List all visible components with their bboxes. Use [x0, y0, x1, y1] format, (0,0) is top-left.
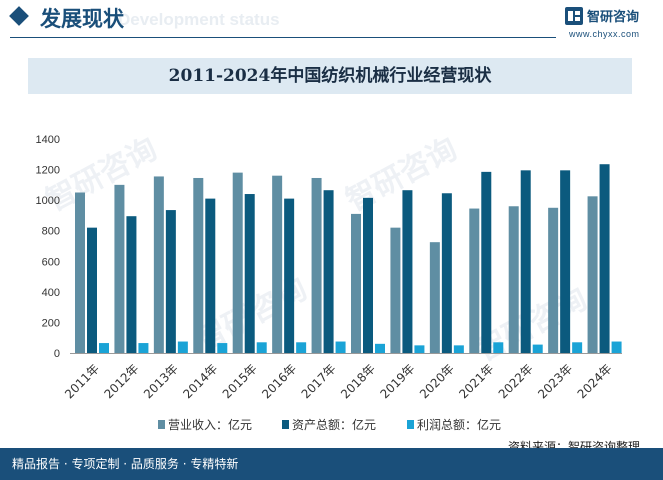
bar [205, 198, 216, 353]
y-tick-label: 0 [54, 348, 60, 360]
y-tick-label: 400 [42, 287, 60, 299]
bar [599, 164, 610, 353]
legend-label: 营业收入：亿元 [168, 417, 252, 432]
x-tick-label: 2023年 [535, 361, 575, 401]
bar [453, 345, 464, 353]
y-tick-label: 800 [42, 226, 60, 238]
bar [375, 343, 385, 353]
bar [560, 170, 571, 353]
legend-label: 资产总额：亿元 [292, 417, 376, 432]
y-tick-label: 1400 [36, 134, 60, 146]
bar [114, 184, 125, 353]
legend-label: 利润总额：亿元 [417, 417, 501, 432]
x-tick-label: 2011年 [62, 361, 102, 401]
y-tick-label: 1000 [36, 195, 60, 207]
bar [99, 343, 109, 353]
page-header: Development status 发展现状 智研咨询 www.chyxx.c… [0, 0, 663, 44]
brand-name: 智研咨询 [587, 10, 640, 25]
bar [481, 171, 492, 353]
x-tick-label: 2021年 [456, 361, 496, 401]
brand-url: www.chyxx.com [569, 29, 640, 39]
brand-logo: 智研咨询 www.chyxx.com [565, 5, 661, 41]
bar [363, 197, 373, 353]
x-tick-label: 2019年 [377, 361, 417, 401]
bar [508, 206, 519, 353]
footer-tagline: 精品报告 · 专项定制 · 品质服务 · 专精特新 [12, 457, 239, 471]
header-divider [10, 37, 556, 38]
bar [75, 192, 85, 353]
bar [469, 208, 480, 353]
bar [217, 343, 228, 353]
bar [165, 210, 176, 353]
bar [414, 345, 425, 353]
x-tick-label: 2017年 [299, 361, 339, 401]
bar [284, 198, 295, 353]
x-tick-label: 2020年 [417, 361, 457, 401]
x-tick-label: 2013年 [141, 361, 181, 401]
bar [232, 172, 243, 353]
bar [193, 177, 204, 353]
bar [126, 216, 137, 353]
bar [87, 227, 97, 353]
x-tick-label: 2022年 [496, 361, 536, 401]
bar [493, 342, 504, 353]
brand-logo-icon [565, 7, 583, 25]
x-tick-label: 2024年 [575, 361, 615, 401]
bar [335, 341, 346, 353]
y-tick-label: 600 [42, 256, 60, 268]
bar [390, 227, 401, 353]
y-tick-label: 200 [42, 317, 60, 329]
legend-swatch [282, 420, 289, 429]
bar [587, 196, 598, 353]
page-title: 发展现状 [40, 7, 124, 31]
bar [256, 342, 267, 353]
bar [429, 242, 440, 353]
bar [296, 342, 307, 353]
header-subtitle-en: Development status [118, 10, 280, 29]
bar [153, 176, 164, 353]
bar [311, 177, 322, 353]
bar [532, 344, 543, 353]
bar [177, 341, 188, 353]
bar [572, 342, 583, 353]
bar [351, 213, 361, 353]
legend-swatch [158, 420, 165, 429]
bar [548, 207, 559, 353]
bar [520, 170, 531, 353]
bar [402, 190, 413, 353]
page-footer: 精品报告 · 专项定制 · 品质服务 · 专精特新 [0, 448, 663, 480]
bar [611, 341, 622, 353]
legend-swatch [407, 420, 414, 429]
bar [272, 175, 283, 353]
bar [138, 343, 149, 353]
y-tick-label: 1200 [36, 165, 60, 177]
bar [244, 194, 255, 353]
bar [441, 193, 452, 353]
chart-title: 2011-2024年中国纺织机械行业经营现状 [168, 66, 492, 86]
x-tick-label: 2015年 [220, 361, 260, 401]
chart-title-band: 2011-2024年中国纺织机械行业经营现状 [28, 58, 632, 94]
x-tick-label: 2012年 [101, 361, 141, 401]
x-tick-label: 2016年 [259, 361, 299, 401]
bar [323, 190, 334, 353]
x-tick-label: 2018年 [338, 361, 378, 401]
x-tick-label: 2014年 [180, 361, 220, 401]
